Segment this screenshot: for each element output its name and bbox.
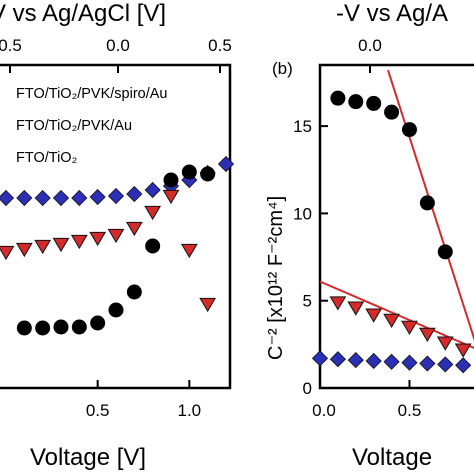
panel-a-marks xyxy=(0,157,234,336)
x-tick-label: 0.5 xyxy=(398,401,422,420)
data-point xyxy=(420,356,435,371)
data-point xyxy=(90,190,105,205)
data-point xyxy=(366,353,381,368)
data-point xyxy=(384,314,399,327)
data-point xyxy=(35,321,50,336)
data-point xyxy=(17,191,32,206)
panel-a-frame xyxy=(0,65,230,388)
data-point xyxy=(145,183,160,198)
data-point xyxy=(420,195,435,210)
data-point xyxy=(72,320,87,335)
panel-b-top-ticks: 0.0 xyxy=(358,36,382,73)
data-point xyxy=(330,297,345,310)
panel-b-bottom-ticks: 0.0 0.5 xyxy=(312,380,421,420)
fit-line xyxy=(388,70,474,388)
data-point xyxy=(384,354,399,369)
data-point xyxy=(127,187,142,202)
top-tick-label: 0.5 xyxy=(0,36,22,55)
data-point xyxy=(330,352,345,367)
data-point xyxy=(90,316,105,331)
panel-a-bottom-ticks: 0.5 1.0 xyxy=(86,380,201,420)
data-point xyxy=(200,298,215,311)
data-point xyxy=(72,191,87,206)
data-point xyxy=(127,222,142,235)
top-tick-label: 0.5 xyxy=(208,36,232,55)
panel-b-label: (b) xyxy=(272,59,293,78)
data-point xyxy=(402,355,417,370)
panel-b-xlabel: Voltage xyxy=(352,444,432,471)
data-point xyxy=(402,122,417,137)
data-point xyxy=(348,94,363,109)
data-point xyxy=(438,244,453,259)
panel-b-marks xyxy=(313,91,471,373)
data-point xyxy=(0,191,14,206)
data-point xyxy=(420,328,435,341)
panel-a-top-xlabel: V vs Ag/AgCl [V] xyxy=(0,0,166,27)
y-tick-label: 10 xyxy=(293,204,312,223)
data-point xyxy=(54,238,69,251)
data-point xyxy=(348,302,363,315)
data-point xyxy=(109,229,124,242)
data-point xyxy=(54,191,69,206)
data-point xyxy=(90,232,105,245)
panel-a-legend: FTO/TiO₂/PVK/spiro/Au FTO/TiO₂/PVK/Au FT… xyxy=(16,86,167,166)
data-point xyxy=(54,320,69,335)
data-point xyxy=(456,358,471,373)
x-tick-label: 0.0 xyxy=(312,401,336,420)
panel-a: V vs Ag/AgCl [V] 0.5 0.0 0.5 0.5 1.0 FTO/Ti… xyxy=(0,0,234,471)
top-tick-label: 0.0 xyxy=(358,36,382,55)
data-point xyxy=(0,246,14,259)
y-tick-label: 5 xyxy=(303,292,312,311)
data-point xyxy=(17,321,32,336)
legend-entry-spiro: FTO/TiO₂/PVK/spiro/Au xyxy=(16,86,167,102)
data-point xyxy=(182,244,197,257)
data-point xyxy=(348,353,363,368)
data-point xyxy=(438,337,453,350)
data-point xyxy=(72,235,87,248)
panel-a-xlabel: Voltage [V] xyxy=(30,444,146,471)
data-point xyxy=(330,91,345,106)
legend-entry-tio2: FTO/TiO₂ xyxy=(16,150,77,166)
data-point xyxy=(456,344,471,357)
legend-entry-pvk-au: FTO/TiO₂/PVK/Au xyxy=(16,118,132,134)
data-point xyxy=(35,191,50,206)
data-point xyxy=(164,173,179,188)
data-point xyxy=(164,190,179,203)
data-point xyxy=(17,243,32,256)
panel-a-top-ticks: 0.5 0.0 0.5 xyxy=(0,36,232,73)
x-tick-label: 0.5 xyxy=(86,401,110,420)
data-point xyxy=(438,357,453,372)
data-point xyxy=(366,96,381,111)
data-point xyxy=(200,167,215,182)
data-point xyxy=(384,105,399,120)
x-tick-label: 1.0 xyxy=(178,401,202,420)
panel-b-top-xlabel: -V vs Ag/A xyxy=(336,0,448,27)
data-point xyxy=(402,321,417,334)
data-point xyxy=(109,189,124,204)
y-tick-label: 15 xyxy=(293,117,312,136)
data-point xyxy=(182,165,197,180)
data-point xyxy=(109,303,124,318)
data-point xyxy=(35,240,50,253)
data-point xyxy=(366,309,381,322)
data-point xyxy=(145,239,160,254)
top-tick-label: 0.0 xyxy=(106,36,130,55)
panel-b: (b) -V vs Ag/A C⁻² [x10¹² F⁻²cm⁴] 0.0 0.… xyxy=(265,0,474,471)
y-tick-label: 0 xyxy=(303,379,312,398)
panel-b-ylabel: C⁻² [x10¹² F⁻²cm⁴] xyxy=(265,196,287,360)
data-point xyxy=(313,351,328,366)
data-point xyxy=(145,206,160,219)
data-point xyxy=(127,285,142,300)
